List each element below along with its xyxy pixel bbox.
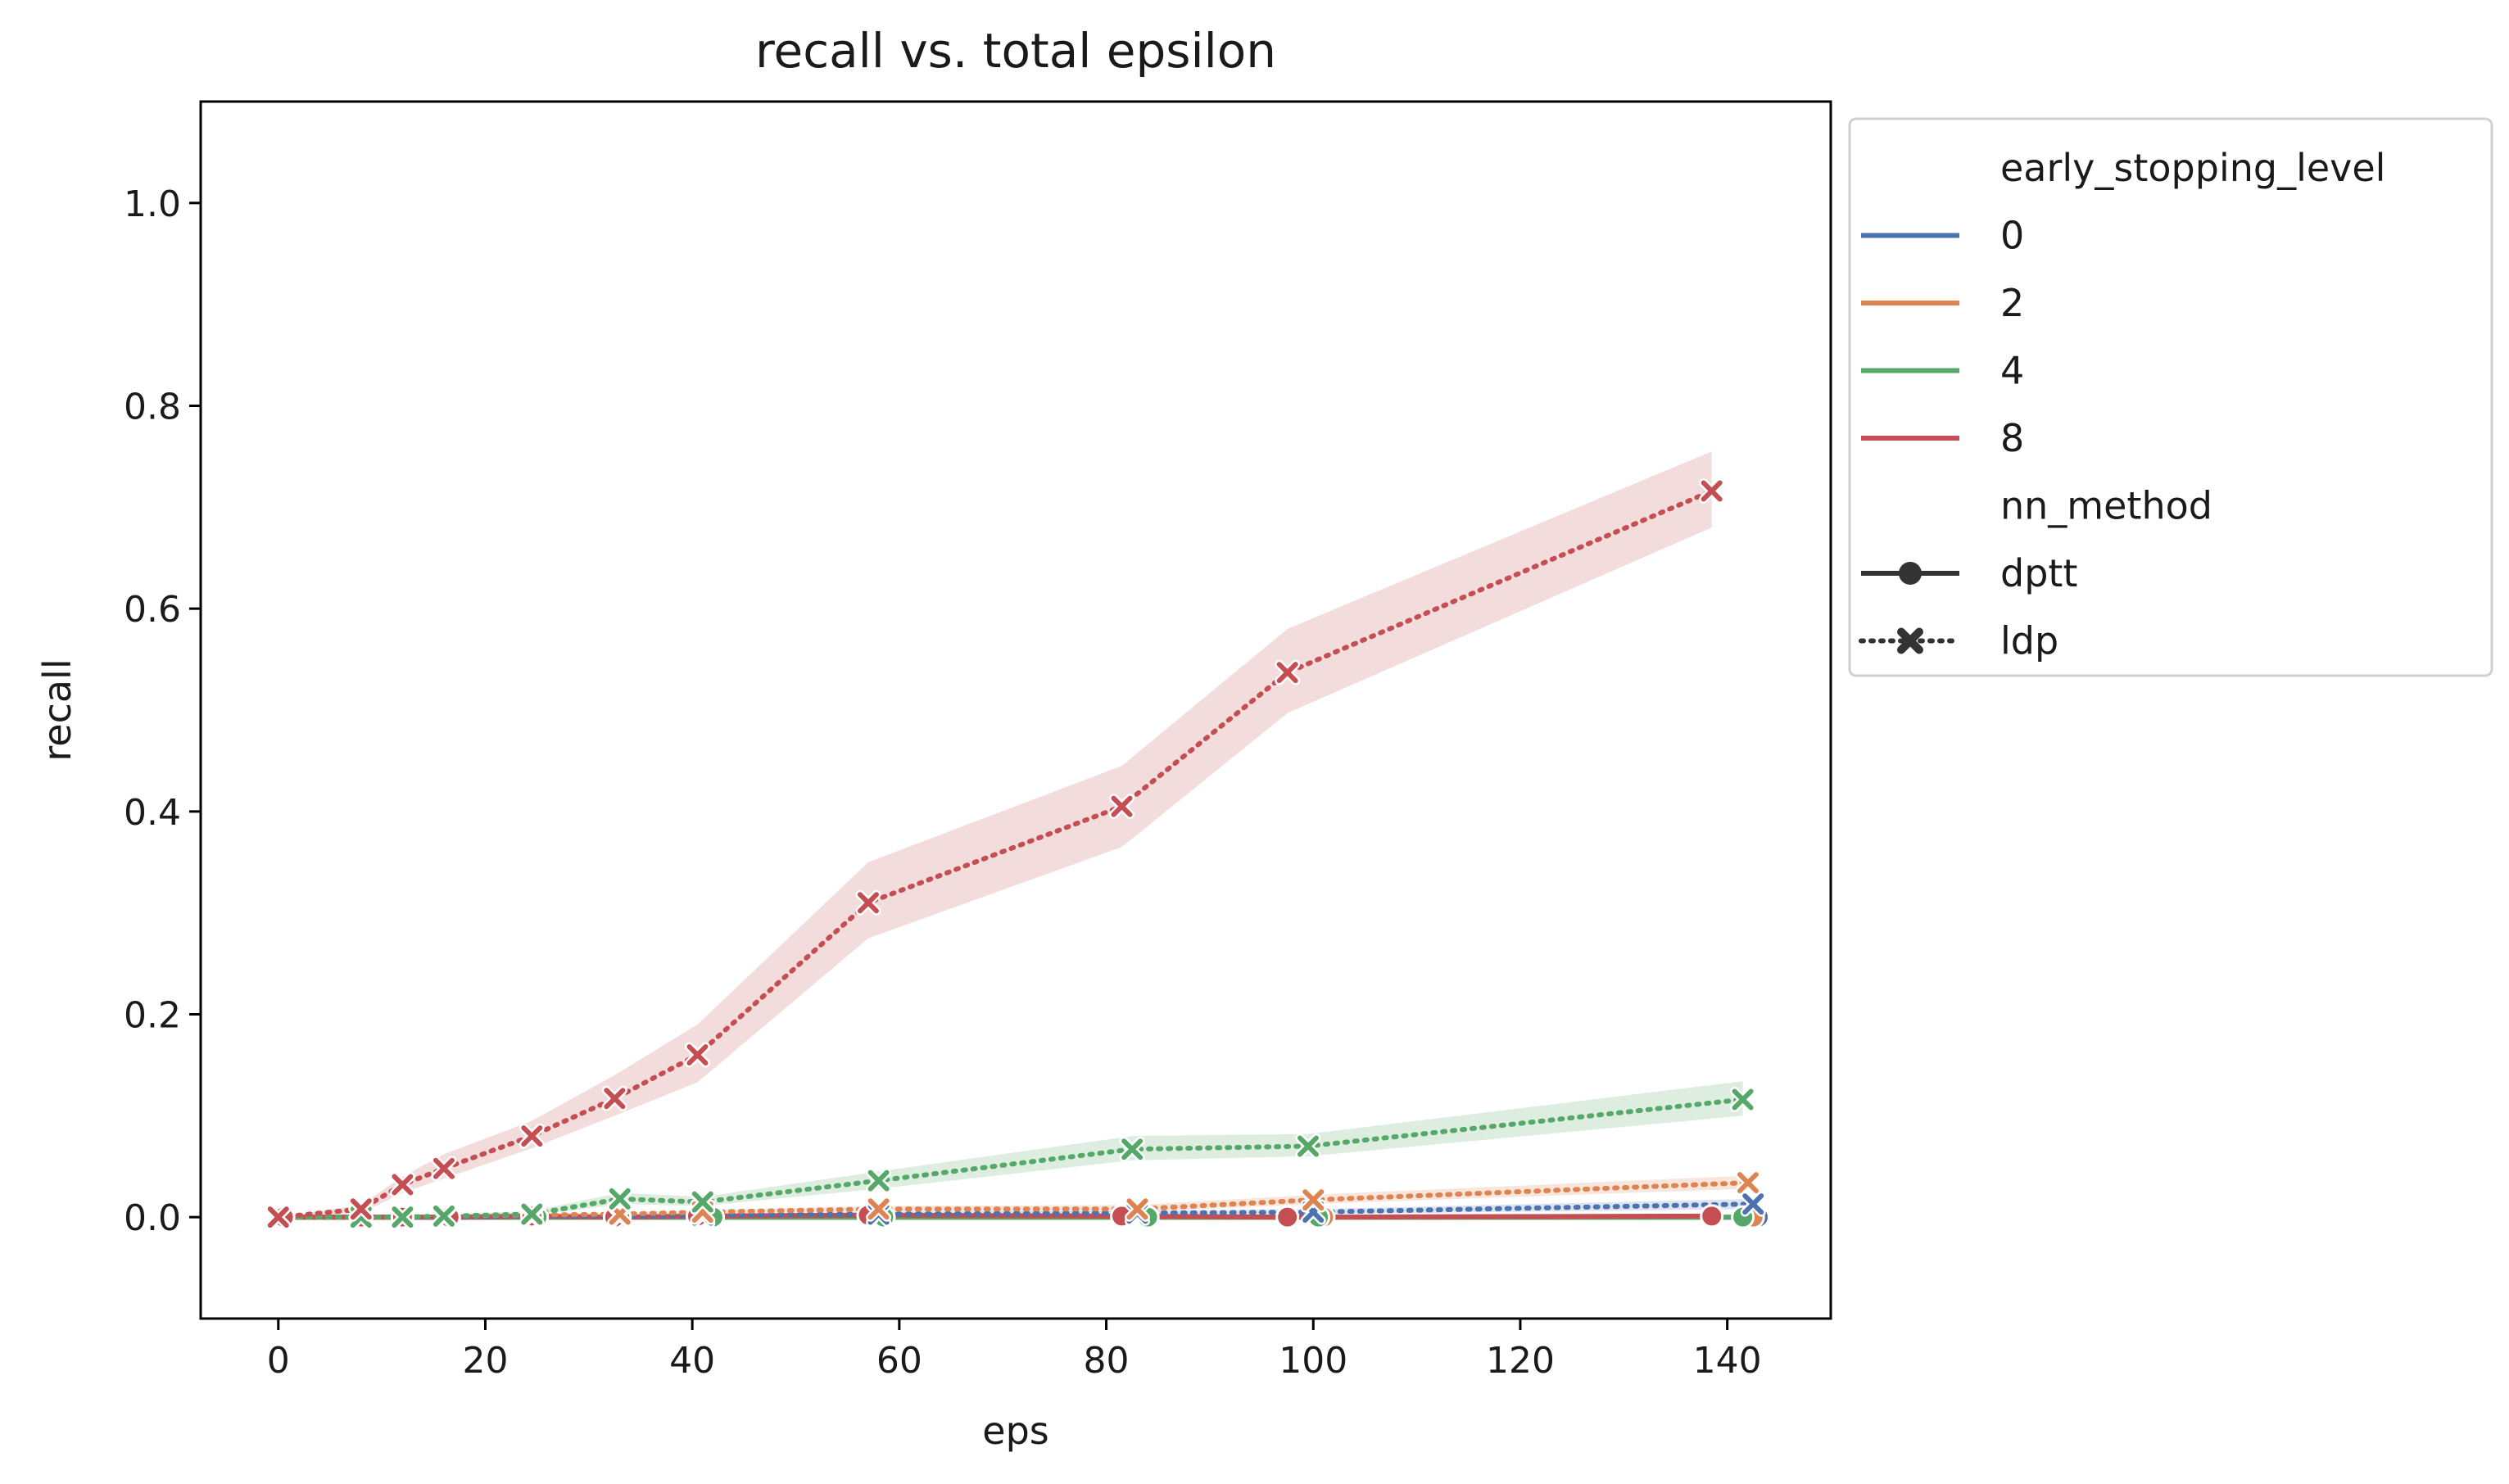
data-point-ldp-level-2 <box>1735 1170 1761 1196</box>
data-point-ldp-level-4 <box>431 1203 457 1229</box>
data-point-ldp-level-8 <box>519 1123 545 1149</box>
y-tick-label: 0.0 <box>124 1197 181 1239</box>
y-tick-label: 0.6 <box>124 589 181 631</box>
y-axis: 0.0 0.2 0.4 0.6 0.8 1.0 <box>124 183 201 1239</box>
x-tick-label: 60 <box>876 1340 922 1382</box>
ci-band-level-0-ldp <box>278 1198 1754 1218</box>
legend-title-hue: early_stopping_level <box>2000 146 2385 190</box>
series-line-level-8-ldp <box>275 488 1714 1220</box>
data-point-ldp-level-2 <box>1124 1196 1150 1222</box>
data-point-ldp-level-8 <box>431 1156 457 1182</box>
chart-title: recall vs. total epsilon <box>755 23 1276 79</box>
y-tick-label: 0.8 <box>124 387 181 428</box>
data-point-ldp-level-4 <box>519 1201 545 1227</box>
x-tick-label: 80 <box>1084 1340 1130 1382</box>
x-tick-label: 40 <box>669 1340 715 1382</box>
y-tick-label: 1.0 <box>124 183 181 225</box>
legend-box <box>1848 117 2493 677</box>
legend-label-ldp: ldp <box>2000 619 2058 663</box>
legend-marker-x <box>1897 627 1923 654</box>
plot-frame <box>199 100 1832 1320</box>
legend-label-level-4: 4 <box>2000 349 2024 393</box>
x-tick-label: 20 <box>462 1340 508 1382</box>
legend-label-dptt: dptt <box>2000 551 2077 595</box>
data-point-ldp-level-8 <box>1109 794 1135 820</box>
data-point-dptt-level-8 <box>1700 1204 1724 1228</box>
data-point-ldp-level-0 <box>1740 1191 1766 1217</box>
data-point-ldp-level-4 <box>1119 1136 1145 1162</box>
legend-label-level-8: 8 <box>2000 416 2024 460</box>
x-tick-label: 120 <box>1486 1340 1555 1382</box>
data-point-ldp-level-2 <box>866 1196 892 1222</box>
data-point-ldp-level-8 <box>601 1085 627 1111</box>
data-point-ldp-level-8 <box>684 1042 710 1068</box>
data-point-ldp-level-8 <box>1275 659 1301 685</box>
data-point-ldp-level-8 <box>348 1196 374 1222</box>
x-tick-label: 140 <box>1693 1340 1762 1382</box>
data-point-ldp-level-8 <box>855 889 881 916</box>
data-point-ldp-level-4 <box>1730 1087 1756 1113</box>
legend-label-level-2: 2 <box>2000 281 2024 325</box>
data-point-ldp-level-4 <box>607 1186 633 1212</box>
data-point-ldp-level-8 <box>389 1172 415 1198</box>
legend-marker-circle <box>1899 562 1922 585</box>
x-axis-label: eps <box>982 1409 1048 1453</box>
x-axis: 0 20 40 60 80 100 120 140 <box>267 1319 1762 1382</box>
y-tick-label: 0.2 <box>124 995 181 1037</box>
x-tick-label: 100 <box>1279 1340 1347 1382</box>
y-tick-label: 0.4 <box>124 792 181 834</box>
data-point-ldp-level-4 <box>690 1189 716 1215</box>
legend-label-level-0: 0 <box>2000 214 2024 258</box>
y-axis-label: recall <box>35 658 79 761</box>
data-point-ldp-level-8 <box>1699 478 1725 504</box>
series-markers <box>265 478 1771 1230</box>
data-point-ldp-level-4 <box>866 1168 892 1194</box>
data-point-ldp-level-4 <box>389 1204 415 1230</box>
data-point-dptt-level-8 <box>1275 1205 1300 1229</box>
x-tick-label: 0 <box>267 1340 290 1382</box>
data-point-ldp-level-2 <box>1300 1187 1326 1213</box>
legend-title-style: nn_method <box>2000 484 2212 528</box>
data-point-ldp-level-8 <box>265 1204 292 1230</box>
data-point-ldp-level-4 <box>1295 1133 1321 1159</box>
